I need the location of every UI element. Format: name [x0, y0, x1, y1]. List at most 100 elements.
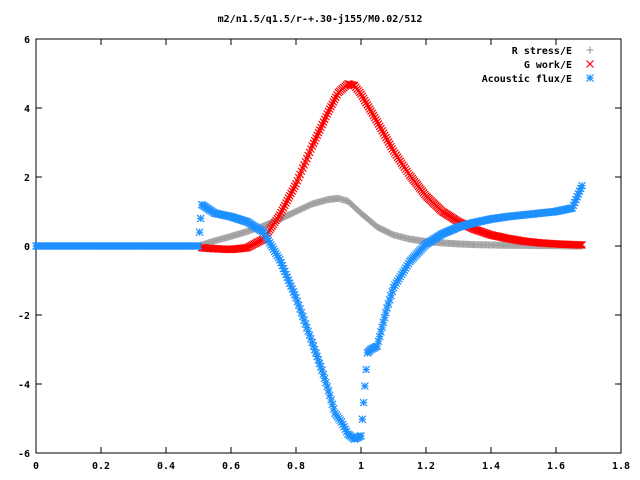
data-point [364, 103, 373, 111]
data-point [362, 365, 371, 374]
data-point [274, 253, 283, 262]
data-point [384, 138, 393, 147]
data-point [327, 102, 335, 111]
data-point [285, 191, 294, 200]
data-point [378, 126, 387, 135]
x-tick-label: 0 [33, 461, 39, 472]
data-point [378, 323, 387, 331]
data-point [373, 117, 382, 126]
x-tick-label: 1.8 [612, 461, 630, 472]
data-point [196, 214, 205, 223]
data-point [363, 100, 372, 109]
data-point [324, 107, 333, 116]
legend-marker [586, 60, 594, 68]
data-point [357, 90, 365, 99]
data-point [329, 98, 338, 106]
data-point [325, 105, 334, 114]
x-tick-label: 1.4 [482, 461, 500, 472]
data-point [368, 109, 377, 118]
data-point [381, 308, 390, 317]
data-point [306, 334, 315, 343]
x-tick-label: 0.4 [157, 461, 175, 472]
data-point [365, 105, 374, 113]
axis-ticks: 0 0.2 0.4 0.6 0.8 1 1.2 1.4 1.6 1.8 6 4 2 0 -2 -4 -6 [18, 35, 630, 472]
data-point [578, 241, 586, 249]
data-point [284, 194, 293, 203]
data-point [387, 142, 395, 151]
data-point [369, 111, 378, 120]
y-tick-label: 6 [24, 35, 30, 46]
data-point [290, 182, 299, 191]
data-point [311, 349, 320, 357]
x-tick-label: 1 [358, 461, 364, 472]
legend-label: G work/E [524, 60, 572, 71]
data-point [347, 80, 356, 89]
data-point [379, 129, 388, 138]
data-point [328, 100, 337, 109]
data-point [370, 113, 379, 122]
data-point [358, 415, 367, 424]
legend: R stress/E G work/E Acoustic flux/E [482, 46, 594, 85]
legend-label: R stress/E [512, 46, 572, 57]
data-point [380, 313, 389, 322]
data-point [289, 184, 298, 193]
legend-marker [586, 46, 594, 54]
y-tick-label: -2 [18, 311, 30, 322]
data-point [288, 187, 297, 195]
data-point [359, 398, 368, 407]
data-point [242, 243, 250, 252]
data-points [32, 79, 586, 444]
data-point [280, 201, 289, 210]
data-point [380, 131, 389, 140]
data-point [360, 382, 369, 390]
series-2 [32, 181, 586, 444]
data-point [372, 115, 380, 124]
x-tick-label: 0.8 [287, 461, 305, 472]
data-point [367, 107, 375, 116]
legend-label: Acoustic flux/E [482, 73, 572, 85]
data-point [359, 94, 368, 103]
data-point [576, 240, 585, 249]
data-point [383, 135, 392, 144]
data-point [374, 120, 383, 128]
x-tick-label: 1.2 [417, 461, 435, 472]
chart-title: m2/n1.5/q1.5/r-+.30-j155/M0.02/512 [218, 13, 423, 25]
data-point [574, 240, 583, 249]
data-point [329, 404, 338, 413]
data-point [275, 211, 284, 219]
data-point [328, 400, 337, 409]
data-point [357, 431, 365, 440]
data-point [578, 181, 586, 190]
data-point [259, 228, 268, 237]
data-point [324, 386, 333, 395]
data-point [282, 199, 290, 207]
data-point [194, 242, 203, 250]
y-tick-label: 4 [24, 104, 30, 115]
data-point [300, 316, 309, 325]
series-1 [197, 79, 586, 254]
data-point [325, 391, 334, 400]
x-tick-label: 0.6 [222, 461, 240, 472]
data-point [278, 206, 287, 215]
data-point [362, 98, 370, 107]
data-point [195, 228, 204, 237]
y-tick-label: -4 [18, 380, 30, 391]
data-point [375, 332, 384, 341]
data-point [327, 395, 336, 404]
data-point [379, 318, 388, 327]
y-tick-label: 2 [24, 173, 30, 184]
data-point [287, 189, 295, 198]
data-point [382, 133, 390, 142]
data-point [373, 342, 382, 350]
data-point [331, 93, 340, 102]
x-tick-label: 0.2 [92, 461, 110, 472]
data-point [375, 122, 384, 131]
data-point [388, 144, 397, 153]
y-tick-label: 0 [24, 242, 30, 253]
data-point [376, 327, 385, 336]
data-point [283, 196, 292, 205]
x-tick-label: 1.6 [547, 461, 565, 472]
data-point [377, 124, 385, 133]
data-point [385, 140, 394, 149]
data-point [279, 203, 288, 212]
